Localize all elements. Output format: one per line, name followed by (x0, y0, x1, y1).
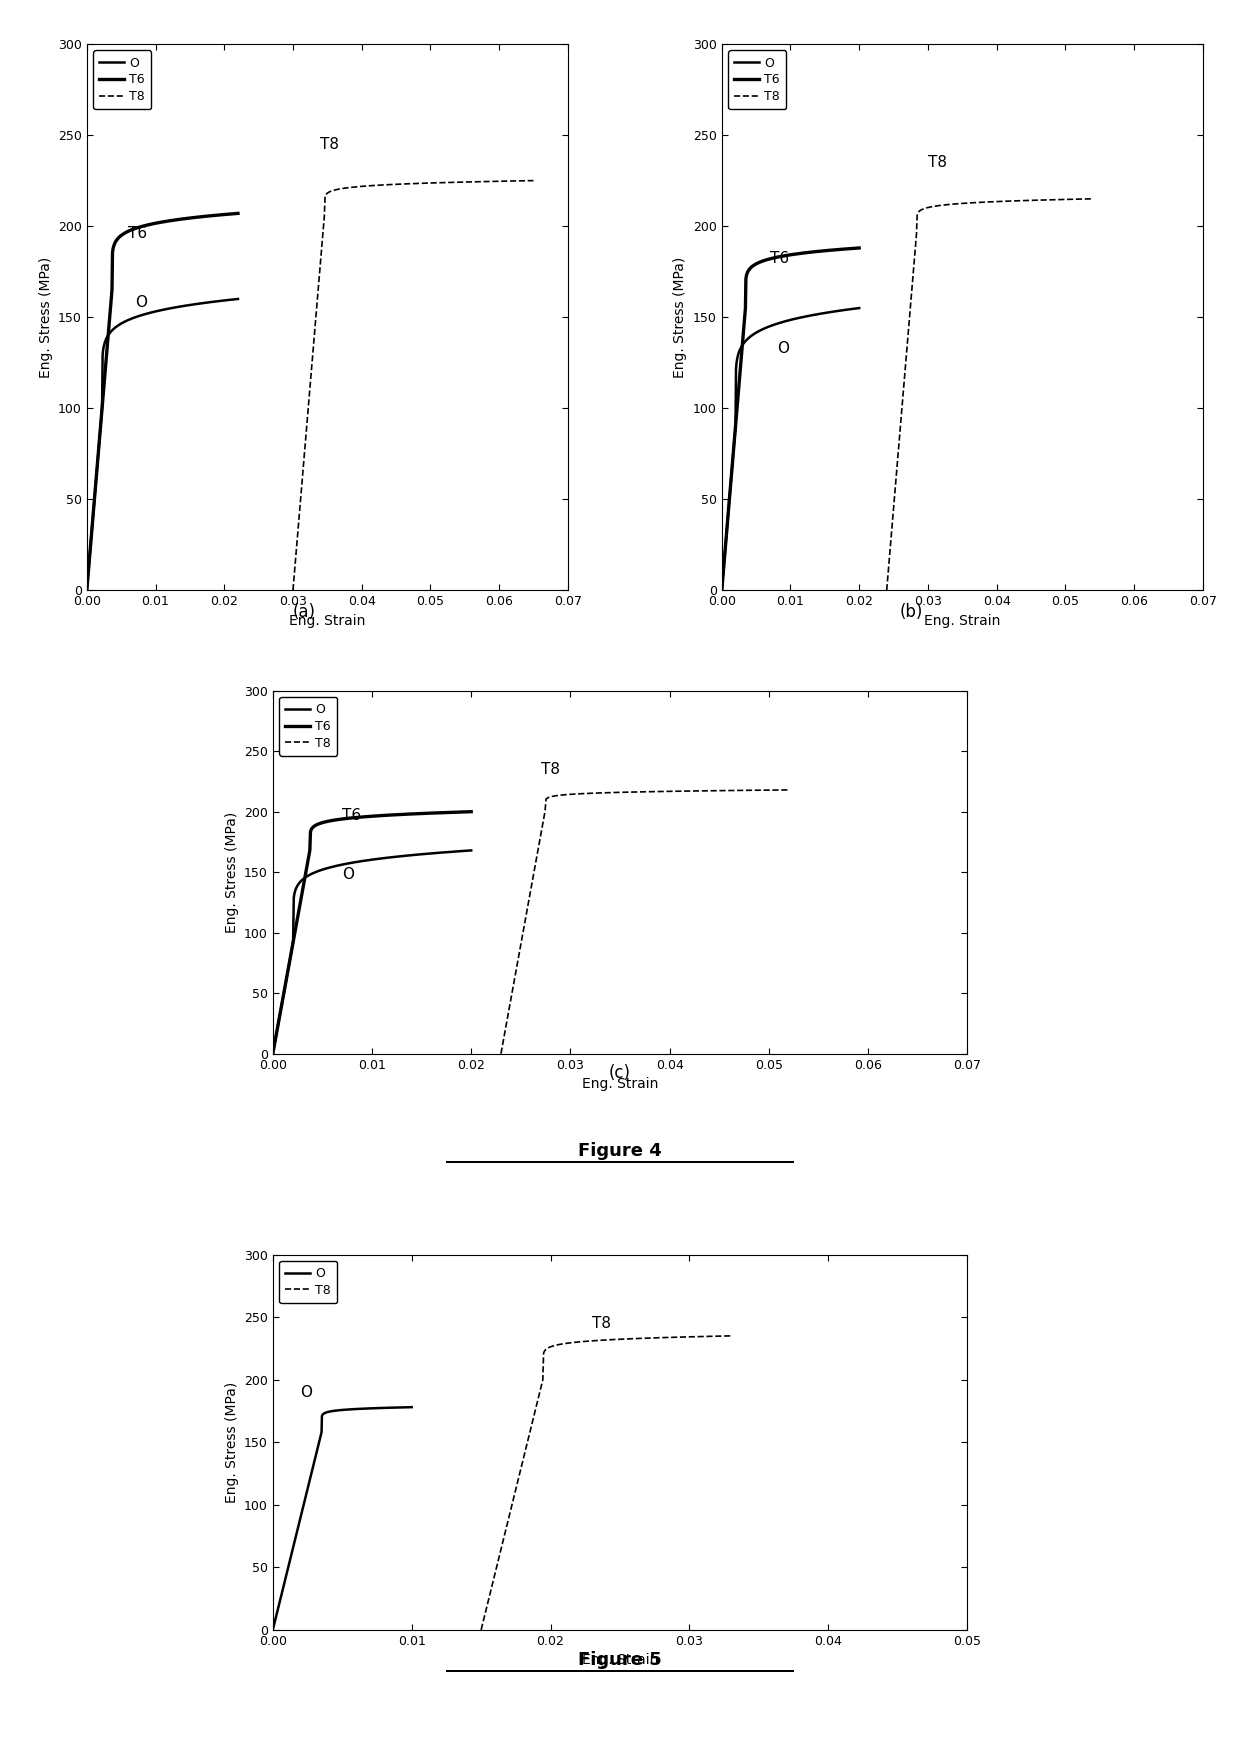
Legend: O, T6, T8: O, T6, T8 (728, 51, 786, 109)
Y-axis label: Eng. Stress (MPa): Eng. Stress (MPa) (224, 1381, 238, 1503)
Text: O: O (776, 340, 789, 356)
Text: T6: T6 (342, 807, 361, 823)
Text: (b): (b) (900, 603, 923, 620)
Y-axis label: Eng. Stress (MPa): Eng. Stress (MPa) (38, 257, 52, 377)
Text: T8: T8 (928, 155, 947, 169)
Text: Figure 4: Figure 4 (578, 1142, 662, 1159)
X-axis label: Eng. Strain: Eng. Strain (582, 1653, 658, 1667)
X-axis label: Eng. Strain: Eng. Strain (289, 613, 366, 627)
Text: T6: T6 (770, 252, 789, 266)
Text: O: O (135, 294, 146, 310)
Text: T8: T8 (593, 1316, 611, 1330)
Text: O: O (300, 1385, 312, 1399)
Text: T6: T6 (128, 226, 148, 241)
Text: Figure 5: Figure 5 (578, 1651, 662, 1669)
Text: T8: T8 (320, 137, 340, 152)
X-axis label: Eng. Strain: Eng. Strain (582, 1077, 658, 1091)
Text: T8: T8 (541, 761, 559, 777)
X-axis label: Eng. Strain: Eng. Strain (924, 613, 1001, 627)
Text: (c): (c) (609, 1064, 631, 1082)
Legend: O, T8: O, T8 (279, 1262, 337, 1304)
Y-axis label: Eng. Stress (MPa): Eng. Stress (MPa) (673, 257, 687, 377)
Y-axis label: Eng. Stress (MPa): Eng. Stress (MPa) (224, 812, 238, 932)
Text: (a): (a) (293, 603, 315, 620)
Legend: O, T6, T8: O, T6, T8 (93, 51, 151, 109)
Text: O: O (342, 867, 355, 883)
Legend: O, T6, T8: O, T6, T8 (279, 698, 337, 756)
